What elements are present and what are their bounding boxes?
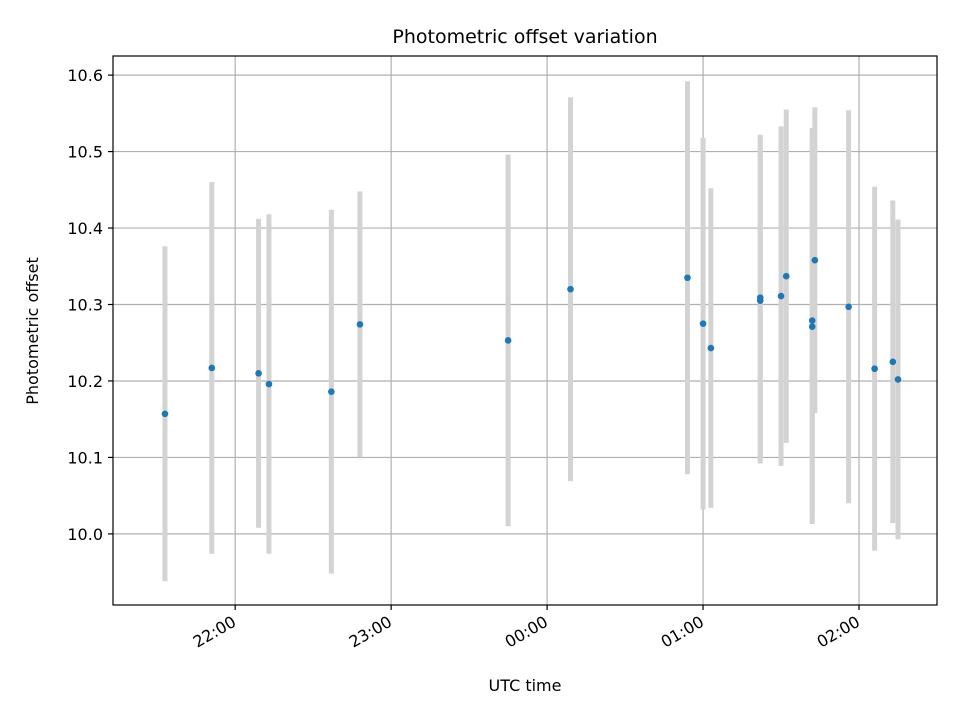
data-point: [684, 274, 691, 282]
data-point: [811, 256, 819, 264]
data-point: [871, 365, 878, 373]
data-point: [356, 321, 364, 328]
data-point: [808, 317, 816, 324]
y-tick-label: 10.3: [67, 296, 103, 315]
data-point: [889, 358, 897, 366]
data-point: [699, 320, 707, 327]
data-point: [161, 410, 169, 418]
data-point: [777, 292, 785, 300]
y-tick-label: 10.0: [67, 525, 103, 544]
y-tick-label: 10.4: [67, 219, 103, 238]
y-tick-label: 10.5: [67, 143, 103, 162]
data-point: [782, 272, 790, 280]
data-point: [808, 323, 816, 330]
data-point: [255, 370, 262, 377]
data-point: [504, 337, 512, 344]
plot-frame: [112, 55, 938, 606]
data-point: [894, 376, 902, 383]
data-points: [161, 256, 902, 418]
data-point: [845, 303, 852, 311]
plot-area: [113, 56, 937, 605]
y-tick-label: 10.2: [67, 372, 103, 391]
data-point: [265, 380, 273, 388]
y-axis-title: Photometric offset: [23, 257, 42, 405]
data-point: [707, 344, 715, 352]
data-point: [756, 297, 764, 304]
data-point: [328, 388, 335, 395]
data-point: [567, 285, 574, 293]
y-tick-label: 10.1: [67, 448, 103, 467]
data-point: [208, 364, 216, 372]
y-tick-label: 10.6: [67, 66, 103, 85]
chart-title: Photometric offset variation: [392, 26, 657, 48]
x-axis-title: UTC time: [489, 676, 562, 695]
